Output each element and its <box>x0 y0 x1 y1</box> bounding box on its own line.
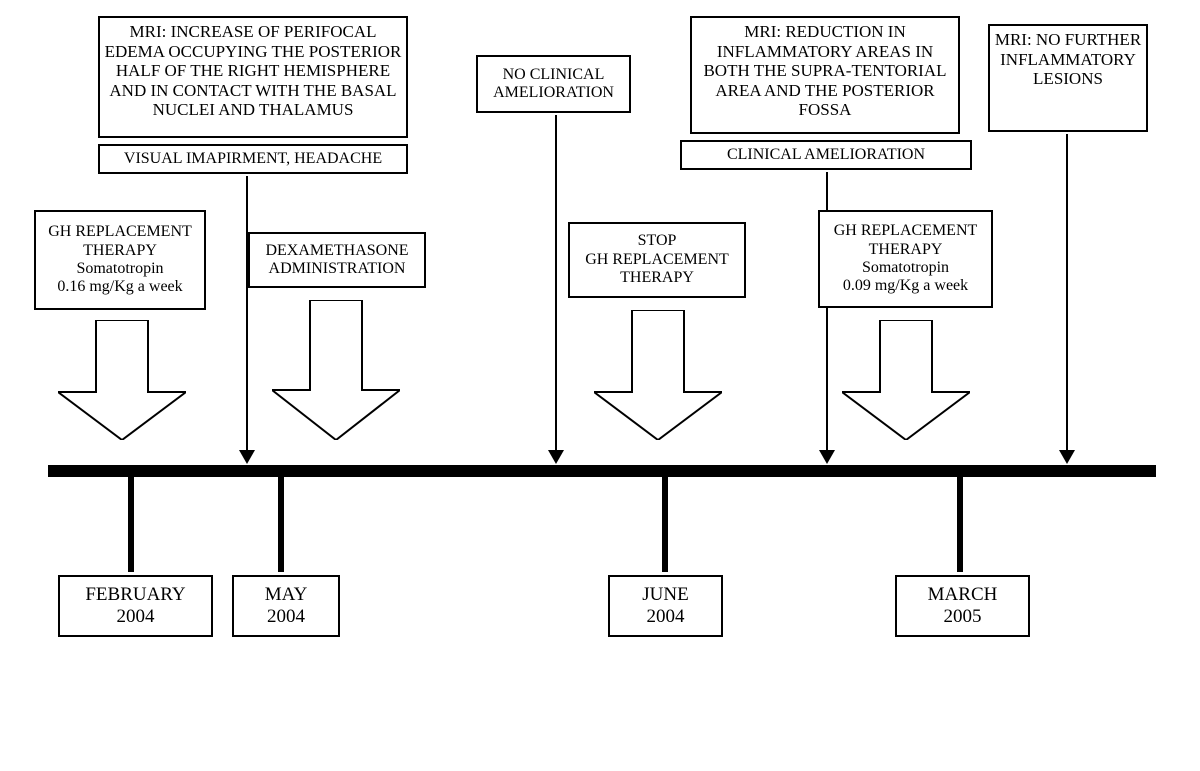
timeline-diagram: MRI: INCREASE OF PERIFOCAL EDEMA OCCUPYI… <box>0 0 1200 771</box>
therapy-line: DEXAMETHASONE <box>265 242 408 260</box>
date-year: 2004 <box>117 606 155 628</box>
timeline-tick <box>957 477 963 572</box>
arrow-head-icon <box>239 450 255 464</box>
arrow-line <box>246 176 248 452</box>
mri-text: MRI: NO FURTHER INFLAMMATORY LESIONS <box>995 30 1141 88</box>
arrow-head-icon <box>819 450 835 464</box>
date-box-jun-2004: JUNE 2004 <box>608 575 723 637</box>
block-arrow-icon <box>272 300 400 440</box>
arrow-line <box>555 115 557 452</box>
date-year: 2005 <box>944 606 982 628</box>
timeline-tick <box>128 477 134 572</box>
therapy-line: ADMINISTRATION <box>269 260 406 278</box>
timeline-bar <box>48 465 1156 477</box>
clinical-text: NO CLINICAL AMELIORATION <box>482 66 625 103</box>
mri-box-1: MRI: INCREASE OF PERIFOCAL EDEMA OCCUPYI… <box>98 16 408 138</box>
therapy-line: Somatotropin <box>862 259 949 277</box>
therapy-line: 0.16 mg/Kg a week <box>57 278 182 296</box>
mri-text: MRI: REDUCTION IN INFLAMMATORY AREAS IN … <box>703 22 946 119</box>
therapy-line: Somatotropin <box>76 260 163 278</box>
block-arrow-icon <box>58 320 186 440</box>
date-box-mar-2005: MARCH 2005 <box>895 575 1030 637</box>
mri-box-3: MRI: NO FURTHER INFLAMMATORY LESIONS <box>988 24 1148 132</box>
symptom-text: VISUAL IMAPIRMENT, HEADACHE <box>124 150 382 168</box>
timeline-tick <box>278 477 284 572</box>
clinical-box-no-amelioration: NO CLINICAL AMELIORATION <box>476 55 631 113</box>
mri-box-2: MRI: REDUCTION IN INFLAMMATORY AREAS IN … <box>690 16 960 134</box>
date-month: JUNE <box>642 584 688 606</box>
therapy-box-stop: STOP GH REPLACEMENT THERAPY <box>568 222 746 298</box>
therapy-line: THERAPY <box>620 269 694 287</box>
arrow-line <box>1066 134 1068 452</box>
date-month: MARCH <box>928 584 998 606</box>
date-box-feb-2004: FEBRUARY 2004 <box>58 575 213 637</box>
therapy-line: 0.09 mg/Kg a week <box>843 277 968 295</box>
symptom-box-2: CLINICAL AMELIORATION <box>680 140 972 170</box>
arrow-head-icon <box>548 450 564 464</box>
timeline-tick <box>662 477 668 572</box>
arrow-head-icon <box>1059 450 1075 464</box>
therapy-line: GH REPLACEMENT <box>48 223 192 241</box>
date-month: MAY <box>265 584 308 606</box>
therapy-line: GH REPLACEMENT <box>834 222 978 240</box>
date-year: 2004 <box>267 606 305 628</box>
therapy-line: THERAPY <box>869 241 943 259</box>
therapy-box-gh-restart: GH REPLACEMENT THERAPY Somatotropin 0.09… <box>818 210 993 308</box>
therapy-line: STOP <box>638 232 677 250</box>
date-box-may-2004: MAY 2004 <box>232 575 340 637</box>
block-arrow-icon <box>594 310 722 440</box>
therapy-box-dexa: DEXAMETHASONE ADMINISTRATION <box>248 232 426 288</box>
mri-text: MRI: INCREASE OF PERIFOCAL EDEMA OCCUPYI… <box>105 22 402 119</box>
symptom-box-1: VISUAL IMAPIRMENT, HEADACHE <box>98 144 408 174</box>
therapy-line: GH REPLACEMENT <box>585 251 729 269</box>
symptom-text: CLINICAL AMELIORATION <box>727 146 925 164</box>
date-year: 2004 <box>647 606 685 628</box>
block-arrow-icon <box>842 320 970 440</box>
therapy-box-gh-start: GH REPLACEMENT THERAPY Somatotropin 0.16… <box>34 210 206 310</box>
therapy-line: THERAPY <box>83 242 157 260</box>
date-month: FEBRUARY <box>85 584 185 606</box>
